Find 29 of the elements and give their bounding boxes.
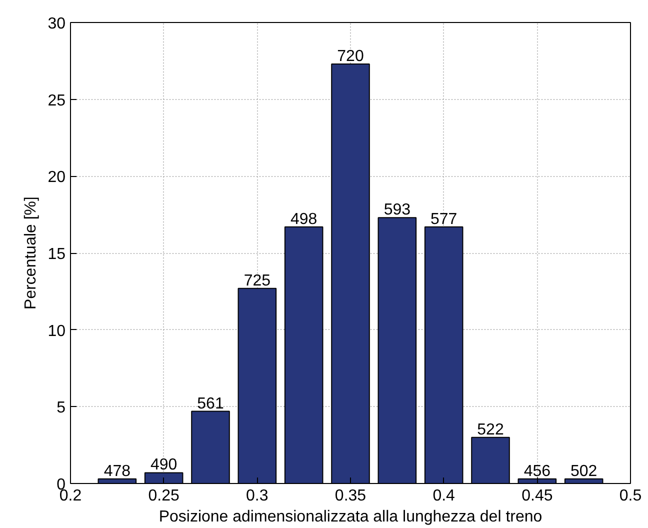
bar [191, 410, 230, 484]
x-tick-label: 0.3 [246, 488, 268, 504]
y-tick-label: 5 [56, 400, 66, 417]
bar [378, 217, 417, 484]
annotation: 490 [150, 456, 178, 474]
annotation: 593 [384, 202, 411, 219]
y-tick-label: 15 [48, 246, 66, 263]
x-tick-label: 0.4 [432, 488, 456, 504]
x-tick-label: 0.5 [619, 488, 642, 504]
bar [471, 436, 510, 484]
annotation: 456 [524, 462, 551, 480]
bar [284, 226, 324, 484]
annotation: 522 [477, 421, 504, 438]
x-axis-title: Posizione adimensionalizzata alla lunghezza del treno [158, 508, 542, 526]
y-tick-label: 10 [48, 322, 66, 340]
x-tick-label: 0.45 [522, 488, 553, 504]
y-axis-title: Percentuale [%] [22, 196, 40, 310]
y-tick-label: 20 [48, 169, 66, 186]
annotation: 478 [104, 462, 131, 480]
annotation: 725 [244, 272, 271, 290]
annotation: 577 [430, 210, 458, 228]
y-tick-label: 25 [48, 92, 66, 110]
annotation: 498 [290, 210, 318, 228]
y-tick-label: 30 [48, 16, 66, 32]
annotation: 720 [337, 48, 364, 65]
x-tick-label: 0.25 [148, 488, 180, 504]
annotation: 561 [197, 395, 224, 412]
annotation: 502 [570, 462, 598, 480]
x-tick-label: 0.35 [334, 488, 366, 504]
